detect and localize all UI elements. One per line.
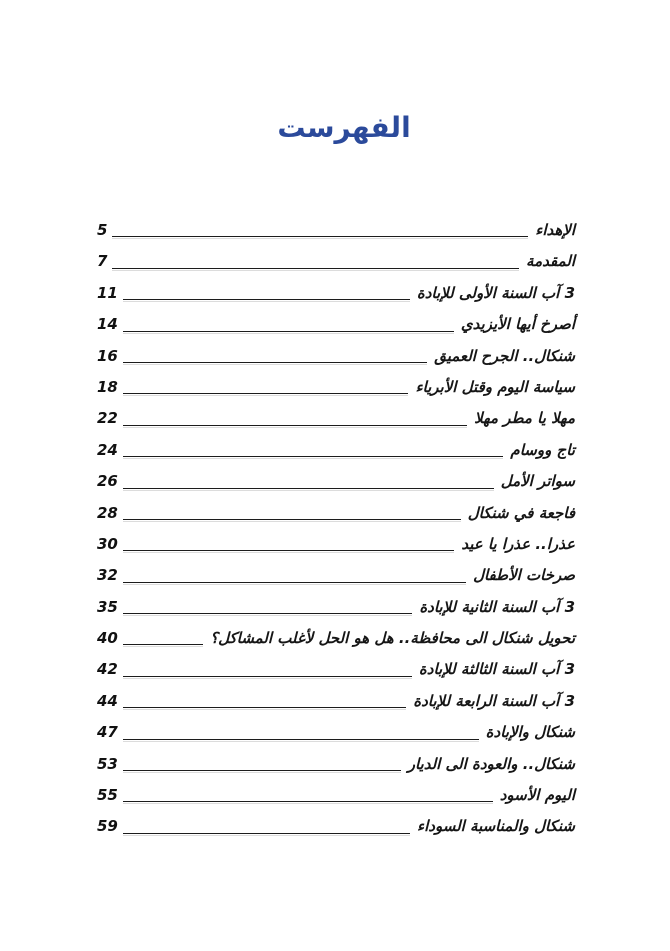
toc-entry-title: تحويل شنكال الى محافظة.. هل هو الحل لأغل… (210, 629, 575, 648)
toc-entry-title: 3 آب السنة الأولى للإبادة (416, 283, 575, 302)
toc-entry-page: 47 (97, 723, 118, 742)
toc-entry[interactable]: 3 آب السنة الثالثة للإبادة 42 (97, 654, 575, 685)
toc-entry-title: اليوم الأسود (499, 786, 575, 805)
toc-leader-line (122, 393, 409, 395)
toc-entry-page: 44 (97, 691, 118, 710)
toc-entry[interactable]: تاج ووسام 24 (97, 435, 575, 466)
toc-entry-title: 3 آب السنة الثانية للإبادة (419, 597, 575, 616)
toc-entry[interactable]: شنكال.. والعودة الى الديار 53 (97, 749, 575, 780)
toc-entry-page: 11 (97, 283, 118, 302)
toc-entry-page: 55 (97, 786, 118, 805)
toc-entry[interactable]: عذرا.. عذرا يا عيد 30 (97, 529, 575, 560)
toc-leader-line (122, 770, 401, 772)
toc-entry-title: الإهداء (535, 220, 575, 239)
toc-leader-line (122, 675, 412, 677)
toc-entry-title: تاج ووسام (510, 440, 575, 459)
toc-entry-page: 40 (97, 629, 118, 648)
toc-entry-title: شنكال.. الجرح العميق (434, 346, 575, 365)
toc-entry-title: سياسة اليوم وقتل الأبرياء (415, 377, 575, 396)
toc-leader-line (122, 707, 407, 709)
toc-list: الإهداء 5 المقدمة 7 3 آب السنة الأولى لل… (97, 215, 575, 843)
toc-entry[interactable]: اليوم الأسود 55 (97, 780, 575, 811)
toc-entry-page: 28 (97, 503, 118, 522)
toc-entry-title: مهلا يا مطر مهلا (474, 409, 575, 428)
toc-entry[interactable]: شنكال.. الجرح العميق 16 (97, 341, 575, 372)
toc-entry[interactable]: فاجعة في شنكال 28 (97, 498, 575, 529)
toc-entry-page: 53 (97, 754, 118, 773)
toc-entry-title: شنكال والإبادة (485, 723, 575, 742)
page-title: الفهرست (277, 111, 411, 144)
toc-entry-title: فاجعة في شنكال (467, 503, 575, 522)
toc-leader-line (122, 330, 454, 332)
toc-entry-page: 59 (97, 817, 118, 836)
toc-entry-title: أصرخ أيها الأيزيدي (460, 315, 575, 334)
toc-entry-page: 32 (97, 566, 118, 585)
toc-entry-title: عذرا.. عذرا يا عيد (461, 534, 575, 553)
toc-entry-page: 5 (97, 220, 108, 239)
toc-entry-page: 42 (97, 660, 118, 679)
toc-entry[interactable]: سواتر الأمل 26 (97, 466, 575, 497)
toc-leader-line (122, 550, 455, 552)
toc-entry-page: 24 (97, 440, 118, 459)
toc-leader-line (112, 236, 529, 238)
toc-entry[interactable]: مهلا يا مطر مهلا 22 (97, 403, 575, 434)
toc-entry-page: 18 (97, 377, 118, 396)
toc-entry[interactable]: أصرخ أيها الأيزيدي 14 (97, 309, 575, 340)
toc-leader-line (122, 518, 461, 520)
toc-entry-page: 26 (97, 472, 118, 491)
toc-entry[interactable]: سياسة اليوم وقتل الأبرياء 18 (97, 372, 575, 403)
toc-leader-line (122, 424, 468, 426)
toc-entry-page: 7 (97, 252, 108, 271)
toc-entry[interactable]: صرخات الأطفال 32 (97, 560, 575, 591)
toc-entry-title: شنكال والمناسبة السوداء (417, 817, 575, 836)
toc-leader-line (122, 832, 411, 834)
toc-entry-title: 3 آب السنة الثالثة للإبادة (418, 660, 575, 679)
toc-entry-title: المقدمة (526, 252, 575, 271)
toc-leader-line (122, 581, 467, 583)
toc-entry-title: صرخات الأطفال (473, 566, 575, 585)
toc-leader-line (122, 738, 479, 740)
toc-entry[interactable]: 3 آب السنة الثانية للإبادة 35 (97, 592, 575, 623)
toc-entry-title: سواتر الأمل (500, 472, 575, 491)
toc-entry-page: 14 (97, 315, 118, 334)
toc-leader-line (122, 361, 428, 363)
toc-entry[interactable]: 3 آب السنة الأولى للإبادة 11 (97, 278, 575, 309)
toc-entry-page: 22 (97, 409, 118, 428)
toc-leader-line (122, 801, 493, 803)
toc-entry-title: شنكال.. والعودة الى الديار (407, 754, 575, 773)
toc-entry-page: 30 (97, 534, 118, 553)
toc-entry-page: 16 (97, 346, 118, 365)
toc-leader-line (122, 456, 504, 458)
toc-leader-line (122, 299, 410, 301)
toc-entry[interactable]: شنكال والإبادة 47 (97, 717, 575, 748)
toc-entry[interactable]: 3 آب السنة الرابعة للإبادة 44 (97, 686, 575, 717)
toc-leader-line (122, 487, 494, 489)
toc-leader-line (112, 267, 520, 269)
toc-leader-line (122, 613, 413, 615)
toc-entry[interactable]: الإهداء 5 (97, 215, 575, 246)
toc-leader-line (122, 644, 204, 646)
toc-entry[interactable]: المقدمة 7 (97, 246, 575, 277)
toc-entry-title: 3 آب السنة الرابعة للإبادة (413, 691, 575, 710)
toc-entry[interactable]: تحويل شنكال الى محافظة.. هل هو الحل لأغل… (97, 623, 575, 654)
toc-entry[interactable]: شنكال والمناسبة السوداء 59 (97, 811, 575, 842)
toc-entry-page: 35 (97, 597, 118, 616)
